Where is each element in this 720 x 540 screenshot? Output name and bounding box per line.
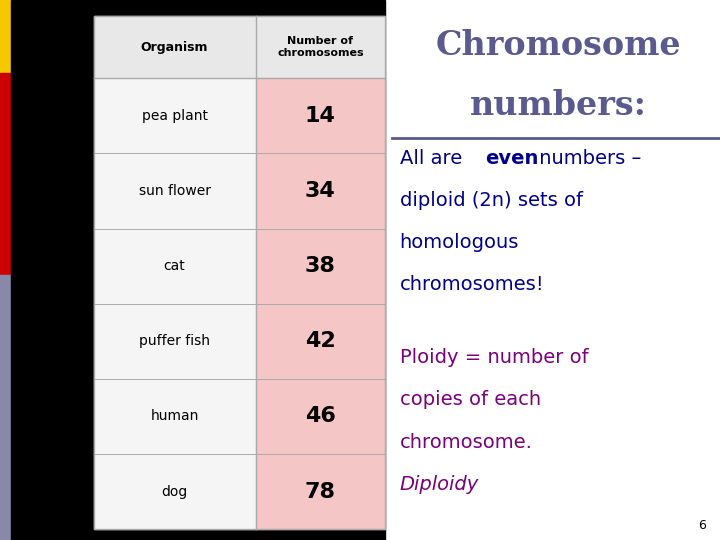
Bar [94, 153, 256, 228]
Text: 78: 78 [305, 482, 336, 502]
Bar [256, 153, 385, 228]
Bar [0, 73, 11, 146]
Text: 34: 34 [305, 181, 336, 201]
Text: chromosome.: chromosome. [400, 433, 533, 451]
Text: 38: 38 [305, 256, 336, 276]
Text: numbers:: numbers: [469, 89, 647, 122]
Bar [256, 379, 385, 454]
Text: 14: 14 [305, 106, 336, 126]
Bar [256, 78, 385, 153]
Text: 6: 6 [698, 519, 706, 532]
Bar [0, 0, 11, 73]
Text: numbers –: numbers – [533, 148, 642, 167]
Bar [94, 379, 256, 454]
Text: 42: 42 [305, 332, 336, 352]
Bar [256, 16, 385, 78]
Text: human: human [150, 409, 199, 423]
Text: homologous: homologous [400, 233, 519, 252]
Bar [94, 16, 385, 529]
Bar [256, 228, 385, 303]
Text: sun flower: sun flower [138, 184, 210, 198]
Bar [94, 16, 256, 78]
Bar [11, 0, 385, 540]
Text: Organism: Organism [141, 40, 208, 54]
Text: cat: cat [163, 259, 186, 273]
Bar [94, 303, 256, 379]
Text: puffer fish: puffer fish [139, 334, 210, 348]
Text: Chromosome: Chromosome [435, 29, 681, 63]
Text: even: even [485, 148, 539, 167]
Bar [0, 275, 11, 540]
Text: pea plant: pea plant [142, 109, 207, 123]
Text: chromosomes!: chromosomes! [400, 275, 544, 294]
Text: Number of
chromosomes: Number of chromosomes [277, 36, 364, 58]
Bar [256, 303, 385, 379]
Text: dog: dog [161, 484, 188, 498]
Bar [94, 78, 256, 153]
Text: 46: 46 [305, 407, 336, 427]
Text: Ploidy = number of: Ploidy = number of [400, 348, 588, 367]
Text: copies of each: copies of each [400, 390, 541, 409]
Bar [256, 454, 385, 529]
Bar [0, 146, 11, 275]
Text: diploid (2n) sets of: diploid (2n) sets of [400, 191, 582, 210]
Bar [94, 454, 256, 529]
Text: All are: All are [400, 148, 468, 167]
Bar [94, 228, 256, 303]
Text: Diploidy: Diploidy [400, 475, 479, 494]
